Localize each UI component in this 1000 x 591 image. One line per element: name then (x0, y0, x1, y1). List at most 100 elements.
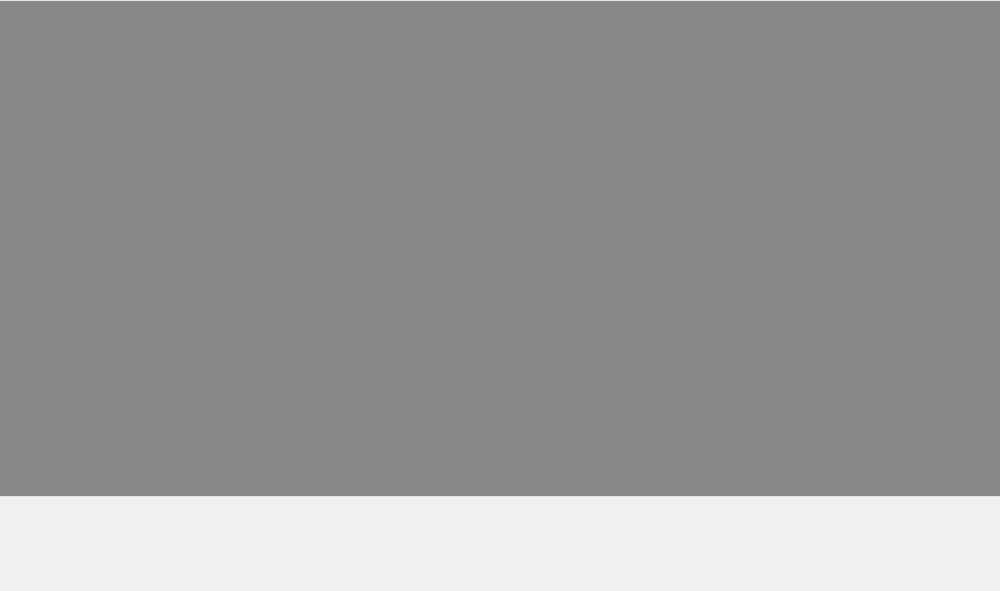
Text: 55,249,060 bp: 55,249,060 bp (162, 26, 228, 35)
Bar (0, 1, 999, 495)
Bar (2, 247, 973, 255)
Bar (536, 76, 551, 96)
Bar (568, 279, 583, 299)
Text: C: C (247, 241, 253, 251)
Bar (2, 181, 973, 189)
Bar (697, 279, 712, 299)
Bar (600, 279, 615, 299)
Bar (975, 57, 1000, 75)
Bar (762, 76, 777, 96)
Bar (115, 279, 130, 299)
Bar (34, 76, 49, 96)
Bar (892, 76, 907, 96)
Bar (503, 76, 518, 96)
Bar (843, 76, 858, 96)
Text: C: C (865, 457, 872, 467)
Text: A: A (108, 457, 115, 467)
Bar (309, 279, 324, 299)
Bar (2, 76, 17, 96)
Bar (714, 279, 729, 299)
Text: G: G (511, 457, 517, 467)
Text: [p. 991]: [p. 991] (6, 264, 47, 274)
Bar (956, 279, 971, 299)
Text: T: T (629, 457, 635, 467)
Text: C: C (321, 457, 328, 467)
Text: C: C (61, 457, 67, 467)
Bar (0, 97, 975, 105)
Bar (649, 76, 664, 96)
Text: A: A (558, 457, 564, 467)
Text: 41 bp: 41 bp (480, 4, 520, 18)
Bar (131, 76, 146, 96)
Text: v: v (984, 284, 990, 294)
Bar (34, 279, 49, 299)
Bar (975, 278, 1000, 300)
Bar (519, 279, 534, 299)
Bar (2, 225, 973, 233)
Bar (390, 279, 405, 299)
Text: G: G (227, 457, 233, 467)
Bar (552, 279, 567, 299)
Bar (2, 149, 973, 157)
Bar (406, 279, 421, 299)
Bar (568, 76, 583, 96)
Bar (228, 76, 243, 96)
Bar (2, 331, 973, 340)
Bar (0, 477, 115, 495)
Bar (2, 387, 973, 396)
Text: C: C (132, 457, 138, 467)
Bar (880, 477, 1000, 495)
Bar (762, 279, 777, 299)
Bar (131, 279, 146, 299)
Bar (0, 308, 975, 454)
Text: T: T (416, 457, 422, 467)
Bar (0, 57, 975, 75)
Text: A: A (392, 457, 398, 467)
Text: ^: ^ (983, 264, 991, 274)
Bar (0, 278, 975, 300)
Bar (2, 44, 962, 53)
Bar (2, 160, 973, 168)
Text: T: T (960, 457, 966, 467)
Bar (487, 76, 502, 96)
Bar (2, 353, 973, 362)
Bar (212, 279, 227, 299)
Text: 55,249,090 bp: 55,249,090 bp (922, 26, 988, 35)
Bar (0, 1, 999, 495)
Text: [p. 199]: [p. 199] (6, 61, 47, 71)
Bar (778, 279, 793, 299)
Text: C: C (771, 457, 777, 467)
Bar (82, 342, 92, 351)
Bar (975, 455, 1000, 477)
Bar (2, 295, 392, 299)
Bar (389, 342, 399, 351)
Bar (147, 279, 162, 299)
Bar (2, 236, 973, 244)
Bar (600, 76, 615, 96)
Text: C: C (440, 457, 446, 467)
Bar (892, 279, 907, 299)
Bar (503, 279, 518, 299)
Bar (908, 76, 923, 96)
Bar (2, 443, 973, 452)
Bar (341, 76, 356, 96)
Bar (519, 76, 534, 96)
Bar (406, 76, 421, 96)
Bar (50, 279, 65, 299)
Bar (0, 20, 1000, 42)
Bar (746, 279, 761, 299)
Bar (293, 76, 308, 96)
Bar (390, 76, 405, 96)
Bar (487, 279, 502, 299)
Text: |: | (598, 241, 602, 252)
Bar (794, 76, 809, 96)
Bar (358, 76, 373, 96)
Text: T: T (818, 457, 824, 467)
Bar (850, 249, 910, 251)
Bar (2, 410, 973, 419)
Bar (940, 279, 955, 299)
Bar (2, 320, 973, 329)
Bar (924, 76, 939, 96)
Bar (66, 279, 81, 299)
Bar (730, 279, 745, 299)
